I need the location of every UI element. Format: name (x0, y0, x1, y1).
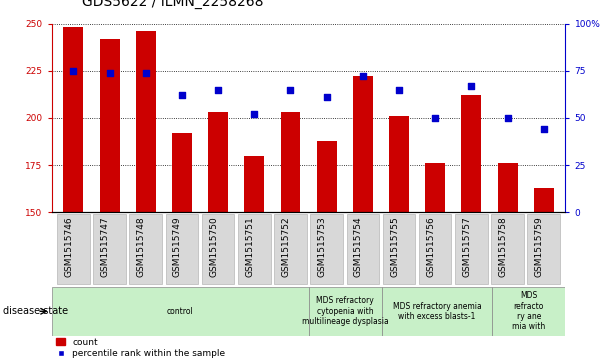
Text: GSM1515753: GSM1515753 (317, 216, 326, 277)
Text: GSM1515746: GSM1515746 (64, 216, 74, 277)
Point (503, 115, 513, 121)
FancyBboxPatch shape (347, 214, 379, 284)
FancyBboxPatch shape (57, 214, 89, 284)
Point (358, 74, 368, 79)
Text: GSM1515749: GSM1515749 (173, 216, 182, 277)
Point (177, 93, 187, 98)
Point (286, 87, 295, 93)
Text: GSM1515754: GSM1515754 (354, 216, 363, 277)
Text: GSM1515752: GSM1515752 (282, 216, 291, 277)
FancyBboxPatch shape (130, 214, 162, 284)
Bar (280, 112, 300, 212)
Point (539, 126, 548, 132)
Text: GSM1515758: GSM1515758 (499, 216, 508, 277)
FancyBboxPatch shape (491, 214, 524, 284)
FancyBboxPatch shape (274, 214, 307, 284)
Text: GSM1515751: GSM1515751 (245, 216, 254, 277)
Point (249, 111, 259, 117)
Text: GSM1515757: GSM1515757 (462, 216, 471, 277)
Point (430, 115, 440, 121)
Bar (244, 156, 264, 212)
Point (69, 68, 78, 74)
Bar (425, 163, 445, 212)
Bar (172, 133, 192, 212)
Bar (136, 31, 156, 212)
Point (394, 87, 404, 93)
Bar (389, 116, 409, 212)
Text: MDS
refracto
ry ane
mia with: MDS refracto ry ane mia with (512, 291, 545, 331)
FancyBboxPatch shape (165, 214, 198, 284)
FancyBboxPatch shape (310, 214, 343, 284)
Text: GSM1515748: GSM1515748 (137, 216, 146, 277)
Text: GSM1515747: GSM1515747 (100, 216, 109, 277)
Bar (353, 77, 373, 212)
Text: control: control (167, 307, 193, 316)
Point (213, 87, 223, 93)
Bar (63, 27, 83, 212)
FancyBboxPatch shape (52, 287, 308, 336)
Legend: count, percentile rank within the sample: count, percentile rank within the sample (56, 338, 226, 359)
Text: disease state: disease state (3, 306, 68, 316)
FancyBboxPatch shape (528, 214, 560, 284)
Bar (317, 140, 337, 212)
FancyBboxPatch shape (382, 214, 415, 284)
Point (141, 70, 151, 76)
Bar (208, 112, 228, 212)
Text: GDS5622 / ILMN_2258268: GDS5622 / ILMN_2258268 (82, 0, 264, 9)
FancyBboxPatch shape (308, 287, 382, 336)
Text: GSM1515759: GSM1515759 (534, 216, 544, 277)
Bar (461, 95, 482, 212)
Bar (100, 39, 120, 212)
Point (105, 70, 114, 76)
Text: GSM1515755: GSM1515755 (390, 216, 399, 277)
FancyBboxPatch shape (93, 214, 126, 284)
FancyBboxPatch shape (382, 287, 492, 336)
Text: GSM1515756: GSM1515756 (426, 216, 435, 277)
FancyBboxPatch shape (492, 287, 565, 336)
Text: GSM1515750: GSM1515750 (209, 216, 218, 277)
FancyBboxPatch shape (238, 214, 271, 284)
Bar (534, 188, 554, 212)
FancyBboxPatch shape (455, 214, 488, 284)
Text: MDS refractory anemia
with excess blasts-1: MDS refractory anemia with excess blasts… (393, 302, 482, 321)
Text: MDS refractory
cytopenia with
multilineage dysplasia: MDS refractory cytopenia with multilinea… (302, 296, 389, 326)
Bar (497, 163, 517, 212)
FancyBboxPatch shape (419, 214, 452, 284)
Point (322, 94, 331, 100)
Point (466, 83, 476, 89)
FancyBboxPatch shape (202, 214, 235, 284)
